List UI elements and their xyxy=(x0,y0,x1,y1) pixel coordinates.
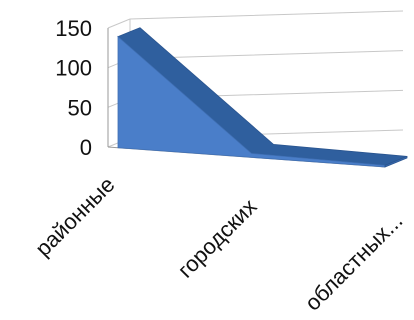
y-axis-tick-labels: 0 50 100 150 xyxy=(55,16,92,160)
y-tick-label: 50 xyxy=(68,95,92,120)
y-tick-label: 0 xyxy=(80,135,92,160)
area-end-cap xyxy=(384,155,408,168)
x-category-label: городских xyxy=(173,194,262,283)
area-front-face xyxy=(117,35,386,168)
y-tick-label: 100 xyxy=(55,56,92,81)
x-category-label: областных... xyxy=(300,208,408,316)
gridline xyxy=(107,10,404,29)
area-series xyxy=(117,27,408,168)
x-category-label: районные xyxy=(30,172,119,261)
y-tick-label: 150 xyxy=(55,16,92,41)
x-axis-category-labels: районные городских областных... xyxy=(30,172,407,316)
